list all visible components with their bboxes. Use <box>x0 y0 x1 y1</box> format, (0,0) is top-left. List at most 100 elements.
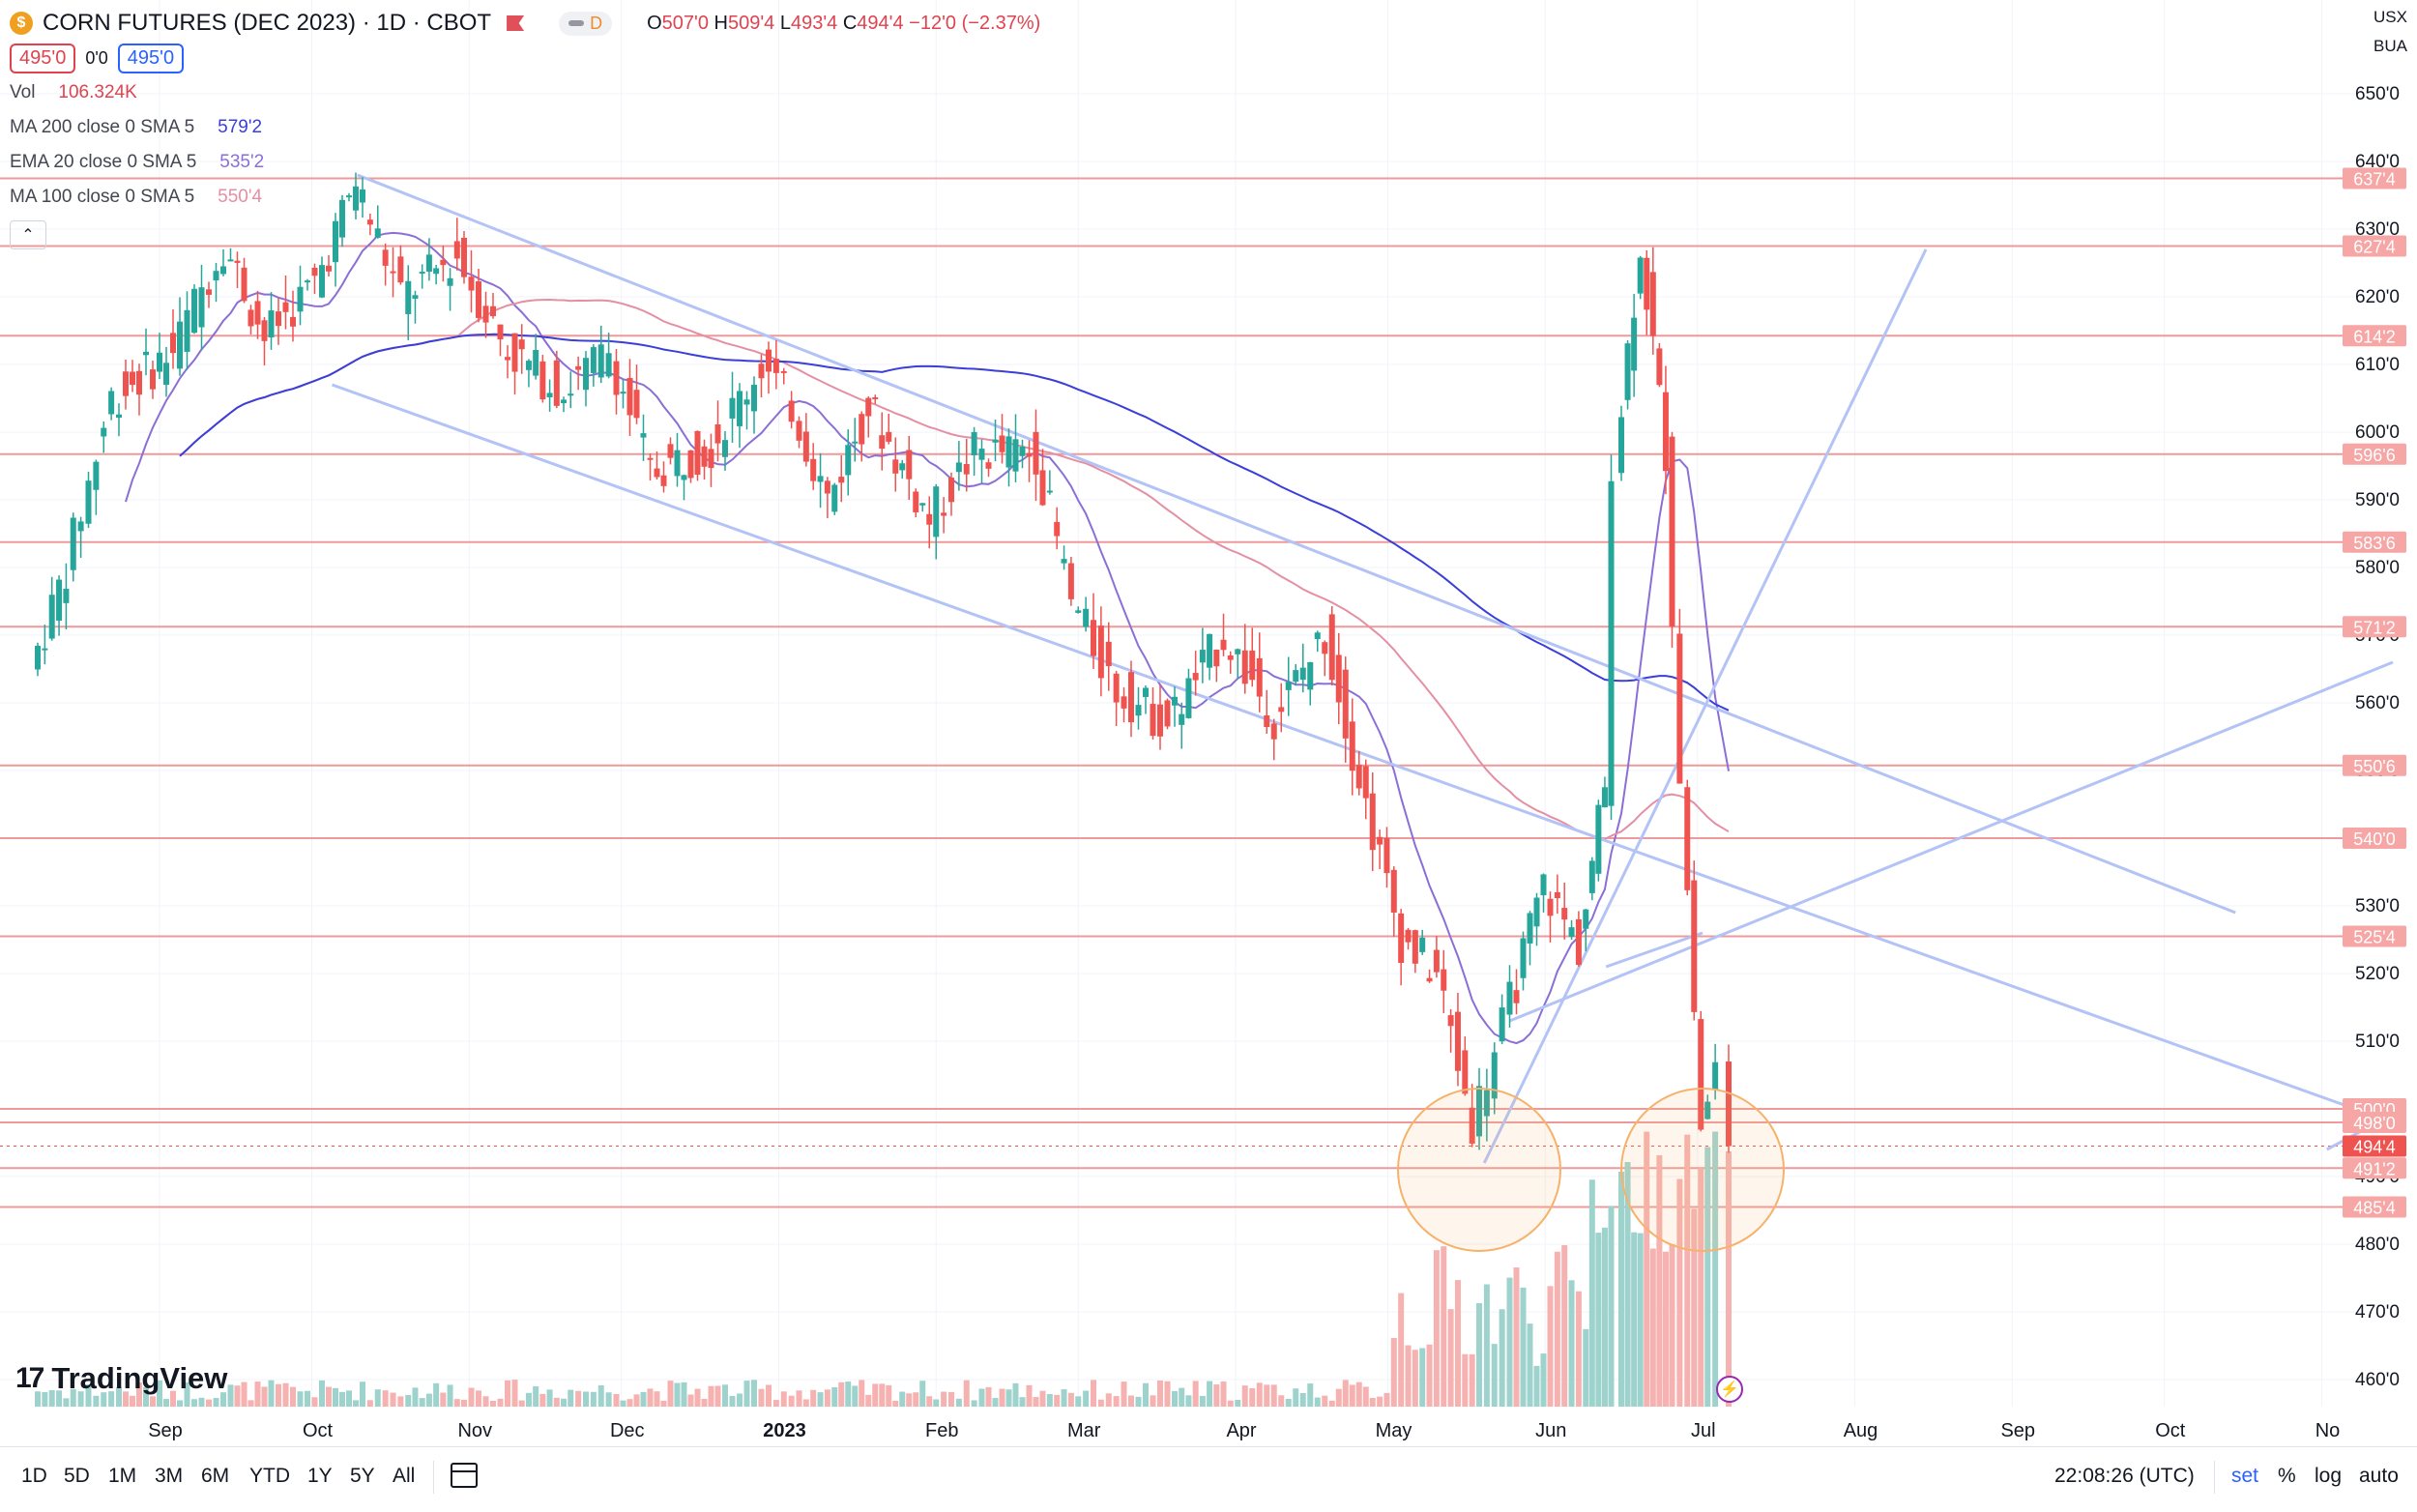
range-5y[interactable]: 5Y <box>350 1465 375 1487</box>
symbol-title[interactable]: CORN FUTURES (DEC 2023) · 1D · CBOT <box>43 10 492 36</box>
indicator-volume[interactable]: Vol 106.324K <box>10 75 1040 110</box>
volume-bar <box>626 1399 633 1407</box>
candle-body <box>886 431 892 442</box>
candle-body <box>743 399 750 405</box>
price-level-label: 494'4 <box>2353 1138 2395 1157</box>
calendar-icon[interactable] <box>451 1463 478 1488</box>
indicator-ma100[interactable]: MA 100 close 0 SMA 5 550'4 <box>10 180 1040 215</box>
volume-bar <box>1143 1382 1149 1407</box>
volume-bar <box>497 1398 504 1407</box>
candle-body <box>640 433 647 438</box>
candle-body <box>191 288 197 334</box>
volume-bar <box>913 1392 919 1407</box>
price-level-badge <box>2343 1135 2406 1157</box>
buy-price[interactable]: 495'0 <box>117 43 185 73</box>
price-axis[interactable]: 460'0470'0480'0490'0500'0510'0520'0530'0… <box>2343 84 2406 1390</box>
candle-body <box>838 477 845 483</box>
candle-body <box>1179 713 1185 725</box>
volume-bar <box>539 1393 546 1407</box>
volume-bar <box>892 1400 899 1407</box>
range-6m[interactable]: 6M <box>201 1465 230 1487</box>
candle-body <box>1491 1052 1498 1099</box>
volume-bar <box>382 1390 389 1407</box>
volume-bar <box>992 1398 999 1407</box>
lightning-icon[interactable]: ⚡ <box>1716 1376 1743 1403</box>
trend-lines[interactable] <box>331 173 2394 1164</box>
candle-body <box>1441 969 1447 991</box>
candle-body <box>525 361 532 370</box>
range-3m[interactable]: 3M <box>155 1465 184 1487</box>
volume-bar <box>1349 1384 1355 1407</box>
toolbar-divider <box>2214 1461 2215 1494</box>
volume-bar <box>948 1391 954 1407</box>
indicator-value: 106.324K <box>58 82 137 102</box>
delay-badge[interactable]: D <box>559 11 613 36</box>
flag-icon[interactable] <box>507 15 525 31</box>
volume-bar <box>505 1380 510 1407</box>
range-1m[interactable]: 1M <box>108 1465 137 1487</box>
candle-body <box>796 421 802 441</box>
volume-bar <box>1121 1381 1127 1407</box>
percent-toggle[interactable]: % <box>2278 1465 2296 1487</box>
candle-body <box>852 441 859 444</box>
candle-body <box>184 309 190 352</box>
collapse-legend-button[interactable]: ⌃ <box>10 220 46 249</box>
settlement-toggle[interactable]: set <box>2231 1465 2259 1487</box>
time-axis[interactable]: Sep Oct Nov Dec 2023 Feb Mar Apr May Jun Jul Aug Sep… <box>148 1420 2340 1441</box>
candle-body <box>1691 880 1698 1012</box>
range-all[interactable]: All <box>393 1465 416 1487</box>
volume-bar <box>1199 1395 1206 1407</box>
indicator-ma200[interactable]: MA 200 close 0 SMA 5 579'2 <box>10 110 1040 145</box>
volume-bar <box>1656 1155 1663 1407</box>
volume-bar <box>1588 1179 1595 1407</box>
candle-body <box>1383 837 1390 874</box>
volume-bar <box>1491 1344 1498 1407</box>
volume-bar <box>1235 1399 1241 1407</box>
candle-body <box>758 363 765 379</box>
candle-body <box>419 272 425 275</box>
candle-body <box>1390 869 1397 913</box>
indicator-ema20[interactable]: EMA 20 close 0 SMA 5 535'2 <box>10 145 1040 180</box>
price-chart[interactable]: 460'0470'0480'0490'0500'0510'0520'0530'0… <box>0 0 2417 1446</box>
candle-body <box>1105 641 1112 667</box>
range-1y[interactable]: 1Y <box>307 1465 333 1487</box>
candle-body <box>1362 766 1369 799</box>
candle-body <box>751 385 757 412</box>
candle-body <box>1726 1061 1732 1147</box>
candle-body <box>433 268 440 275</box>
currency-label[interactable]: USX <box>2373 8 2407 26</box>
clock-time[interactable]: 22:08:26 (UTC) <box>2054 1465 2195 1487</box>
candle-body <box>1054 521 1061 537</box>
unit-label[interactable]: BUA <box>2373 37 2407 55</box>
log-toggle[interactable]: log <box>2315 1465 2343 1487</box>
range-1d[interactable]: 1D <box>21 1465 47 1487</box>
candle-body <box>583 358 589 391</box>
candle-body <box>447 277 453 286</box>
volume-bar <box>425 1393 432 1407</box>
volume-bar <box>1157 1381 1163 1407</box>
range-5d[interactable]: 5D <box>64 1465 90 1487</box>
candle-body <box>845 445 852 476</box>
volume-bar <box>254 1381 261 1407</box>
candle-body <box>241 267 248 302</box>
auto-toggle[interactable]: auto <box>2359 1465 2399 1487</box>
volume-bar <box>1454 1280 1461 1407</box>
candle-body <box>461 237 467 277</box>
indicator-value: 535'2 <box>219 152 265 172</box>
volume-bar <box>1307 1383 1314 1407</box>
candle-body <box>497 324 504 340</box>
range-ytd[interactable]: YTD <box>249 1465 290 1487</box>
sell-price[interactable]: 495'0 <box>10 43 76 73</box>
candles <box>35 172 1732 1153</box>
volume-bar <box>1644 1131 1650 1407</box>
volume-bar <box>276 1383 281 1407</box>
volume-bar <box>191 1399 197 1407</box>
candle-body <box>605 353 612 377</box>
candle-body <box>1075 610 1082 613</box>
volume-bar <box>1054 1394 1061 1407</box>
candle-body <box>305 280 310 283</box>
candle-body <box>1046 490 1053 493</box>
candle-body <box>1227 655 1234 660</box>
candle-body <box>1241 650 1248 684</box>
volume-bar <box>1513 1267 1520 1407</box>
